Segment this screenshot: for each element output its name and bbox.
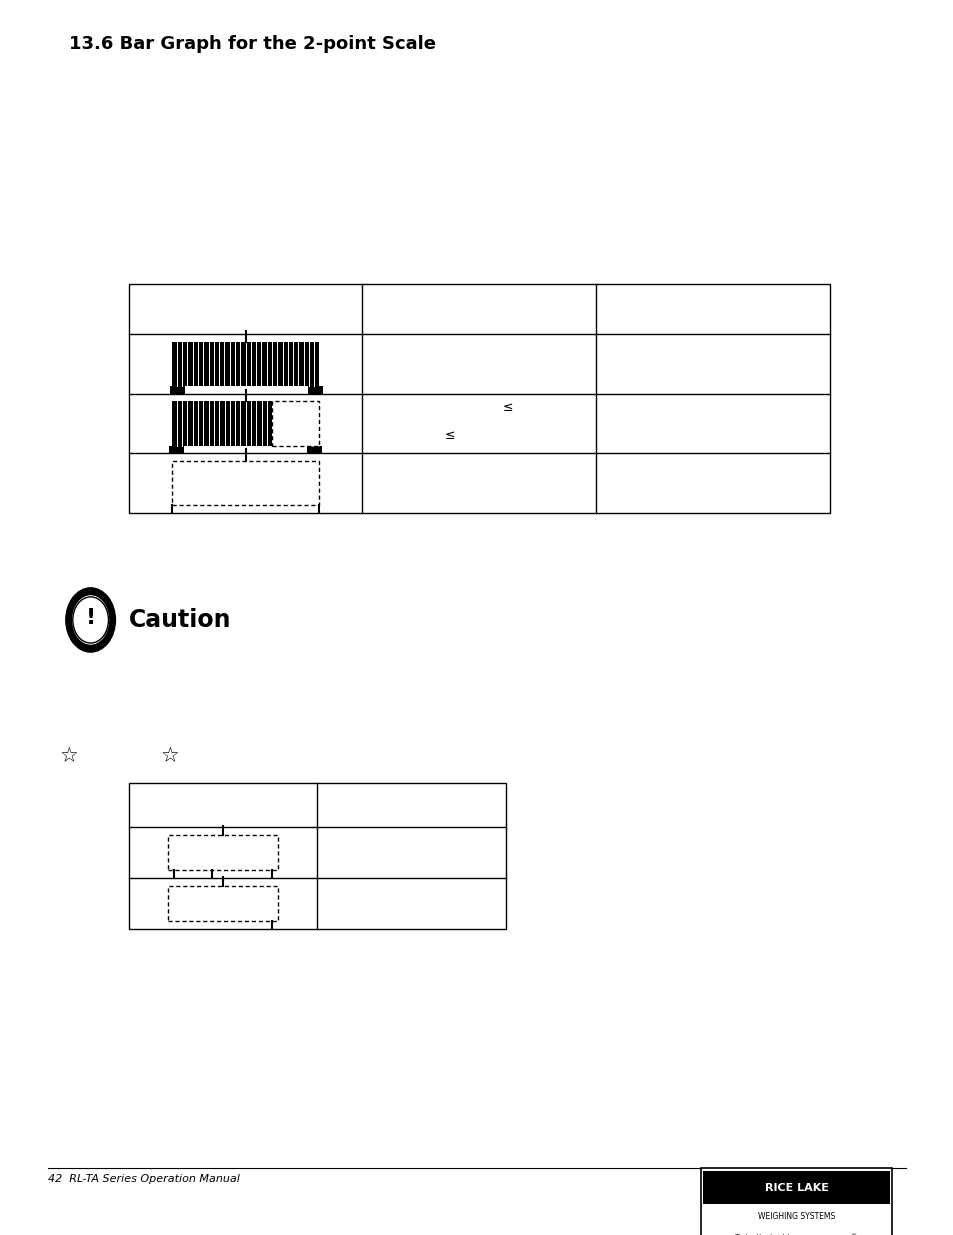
Text: RICE LAKE: RICE LAKE [764,1183,827,1193]
Text: 42  RL-TA Series Operation Manual: 42 RL-TA Series Operation Manual [48,1174,239,1184]
Bar [168,885,277,920]
Bar [702,1171,889,1204]
Bar [172,401,272,446]
Bar [272,401,319,446]
Text: 13.6 Bar Graph for the 2-point Scale: 13.6 Bar Graph for the 2-point Scale [69,35,436,53]
Bar [169,446,184,453]
Text: !: ! [86,608,95,627]
Bar [129,783,505,929]
Text: ≤: ≤ [445,430,456,442]
Bar [307,446,322,453]
Text: ☆: ☆ [59,746,78,766]
Bar [168,835,277,869]
Text: WEIGHING SYSTEMS: WEIGHING SYSTEMS [758,1212,834,1221]
Text: ☆: ☆ [160,746,179,766]
Bar [170,387,185,394]
Bar [172,461,319,505]
Text: To be the best by every measure®: To be the best by every measure® [735,1234,857,1235]
Text: ≤: ≤ [502,401,513,414]
Bar [129,284,829,513]
Circle shape [69,592,112,648]
Circle shape [66,588,115,652]
Bar [308,387,323,394]
Bar [172,342,319,387]
Bar [700,1168,891,1235]
Text: Caution: Caution [129,608,231,632]
